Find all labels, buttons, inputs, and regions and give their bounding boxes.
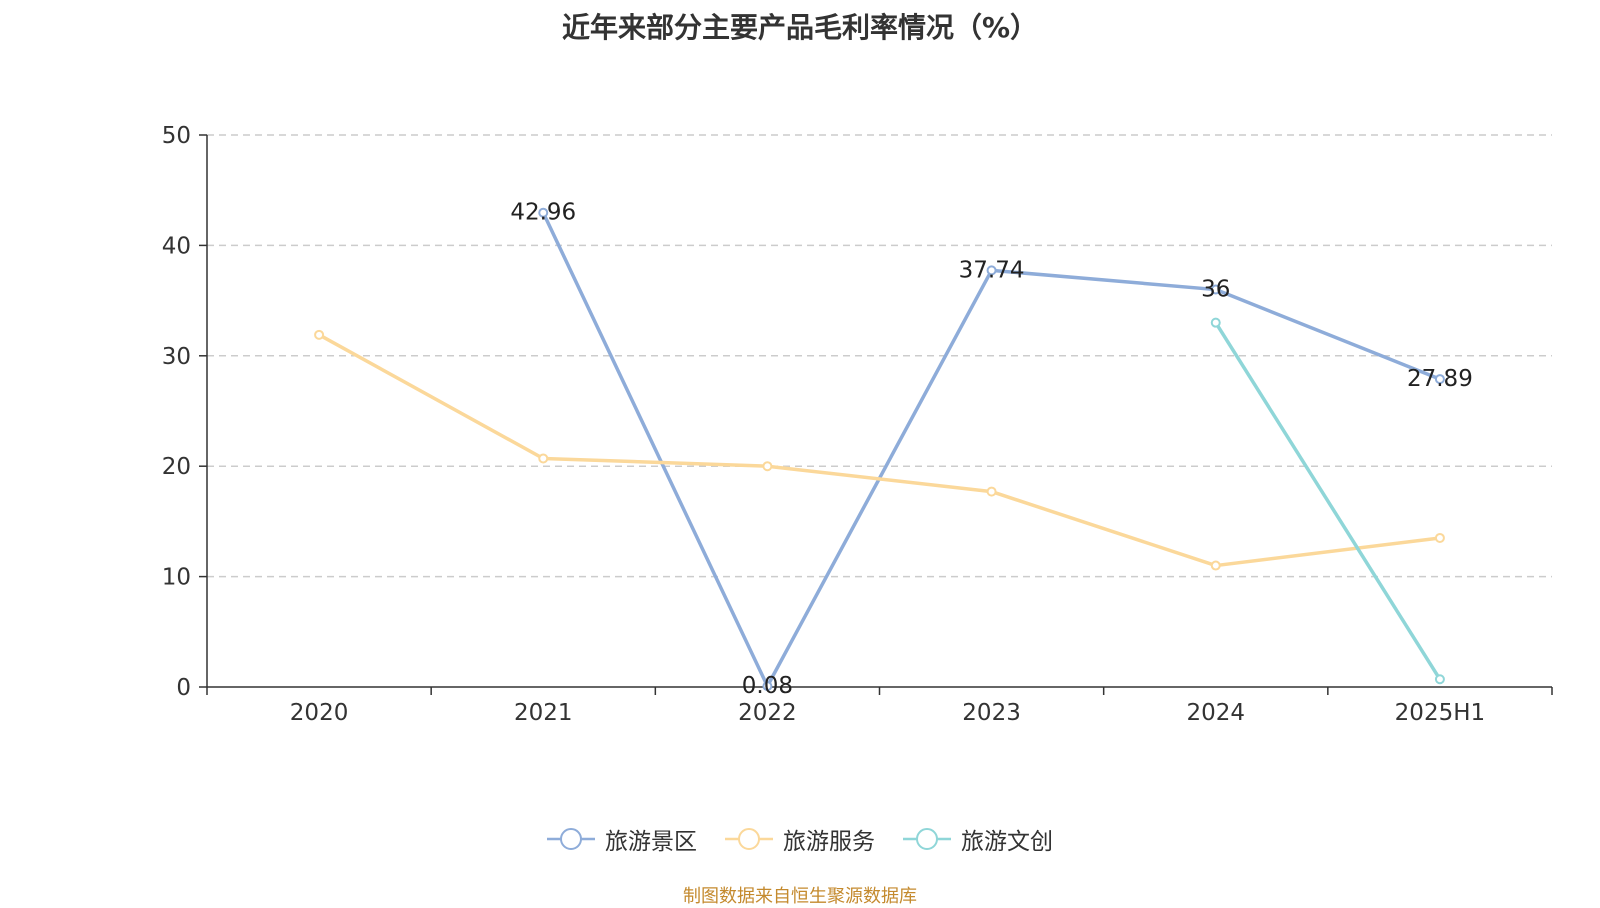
- legend-swatch-circle: [560, 828, 582, 850]
- y-tick-label: 20: [162, 454, 191, 480]
- legend: 旅游景区 旅游服务 旅游文创: [0, 822, 1600, 856]
- data-label: 0.08: [742, 673, 793, 699]
- legend-swatch-icon: [725, 828, 773, 850]
- x-tick-label: 2025H1: [1395, 700, 1485, 726]
- legend-label: 旅游文创: [961, 829, 1053, 855]
- data-label: 36: [1201, 277, 1230, 303]
- x-tick-label: 2021: [514, 700, 573, 726]
- data-point: [762, 681, 773, 692]
- legend-swatch-circle: [738, 828, 760, 850]
- data-point: [1434, 374, 1445, 385]
- series-line-1: [541, 211, 1441, 688]
- data-point: [1434, 532, 1445, 543]
- x-tick-label: 2023: [962, 700, 1021, 726]
- x-tick-label: 2024: [1186, 700, 1245, 726]
- data-label: 37.74: [959, 257, 1025, 283]
- legend-item[interactable]: 旅游服务: [725, 822, 875, 856]
- legend-label: 旅游景区: [605, 829, 697, 855]
- data-point: [538, 453, 549, 464]
- legend-swatch-icon: [547, 828, 595, 850]
- x-tick-label: 2022: [738, 700, 797, 726]
- legend-swatch-circle: [916, 828, 938, 850]
- data-point: [314, 329, 325, 340]
- chart-title: 近年来部分主要产品毛利率情况（%）: [561, 11, 1039, 44]
- legend-item[interactable]: 旅游景区: [547, 822, 697, 856]
- y-tick-label: 40: [162, 233, 191, 259]
- source-note: 制图数据来自恒生聚源数据库: [683, 886, 917, 907]
- data-point: [1210, 317, 1221, 328]
- data-label: 27.89: [1407, 366, 1473, 392]
- series-line-2: [318, 333, 1441, 568]
- data-point: [1210, 560, 1221, 571]
- data-point: [538, 207, 549, 218]
- legend-swatch-icon: [903, 828, 951, 850]
- data-point: [986, 265, 997, 276]
- y-tick-label: 0: [176, 675, 191, 701]
- y-tick-label: 30: [162, 344, 191, 370]
- data-label: 42.96: [510, 200, 576, 226]
- series-line-3: [1214, 321, 1442, 681]
- data-point: [1434, 674, 1445, 685]
- data-point: [986, 486, 997, 497]
- legend-label: 旅游服务: [783, 829, 875, 855]
- data-point: [1210, 284, 1221, 295]
- y-tick-label: 50: [162, 123, 191, 149]
- data-point: [762, 461, 773, 472]
- legend-item[interactable]: 旅游文创: [903, 822, 1053, 856]
- x-tick-label: 2020: [290, 700, 349, 726]
- y-tick-label: 10: [162, 565, 191, 591]
